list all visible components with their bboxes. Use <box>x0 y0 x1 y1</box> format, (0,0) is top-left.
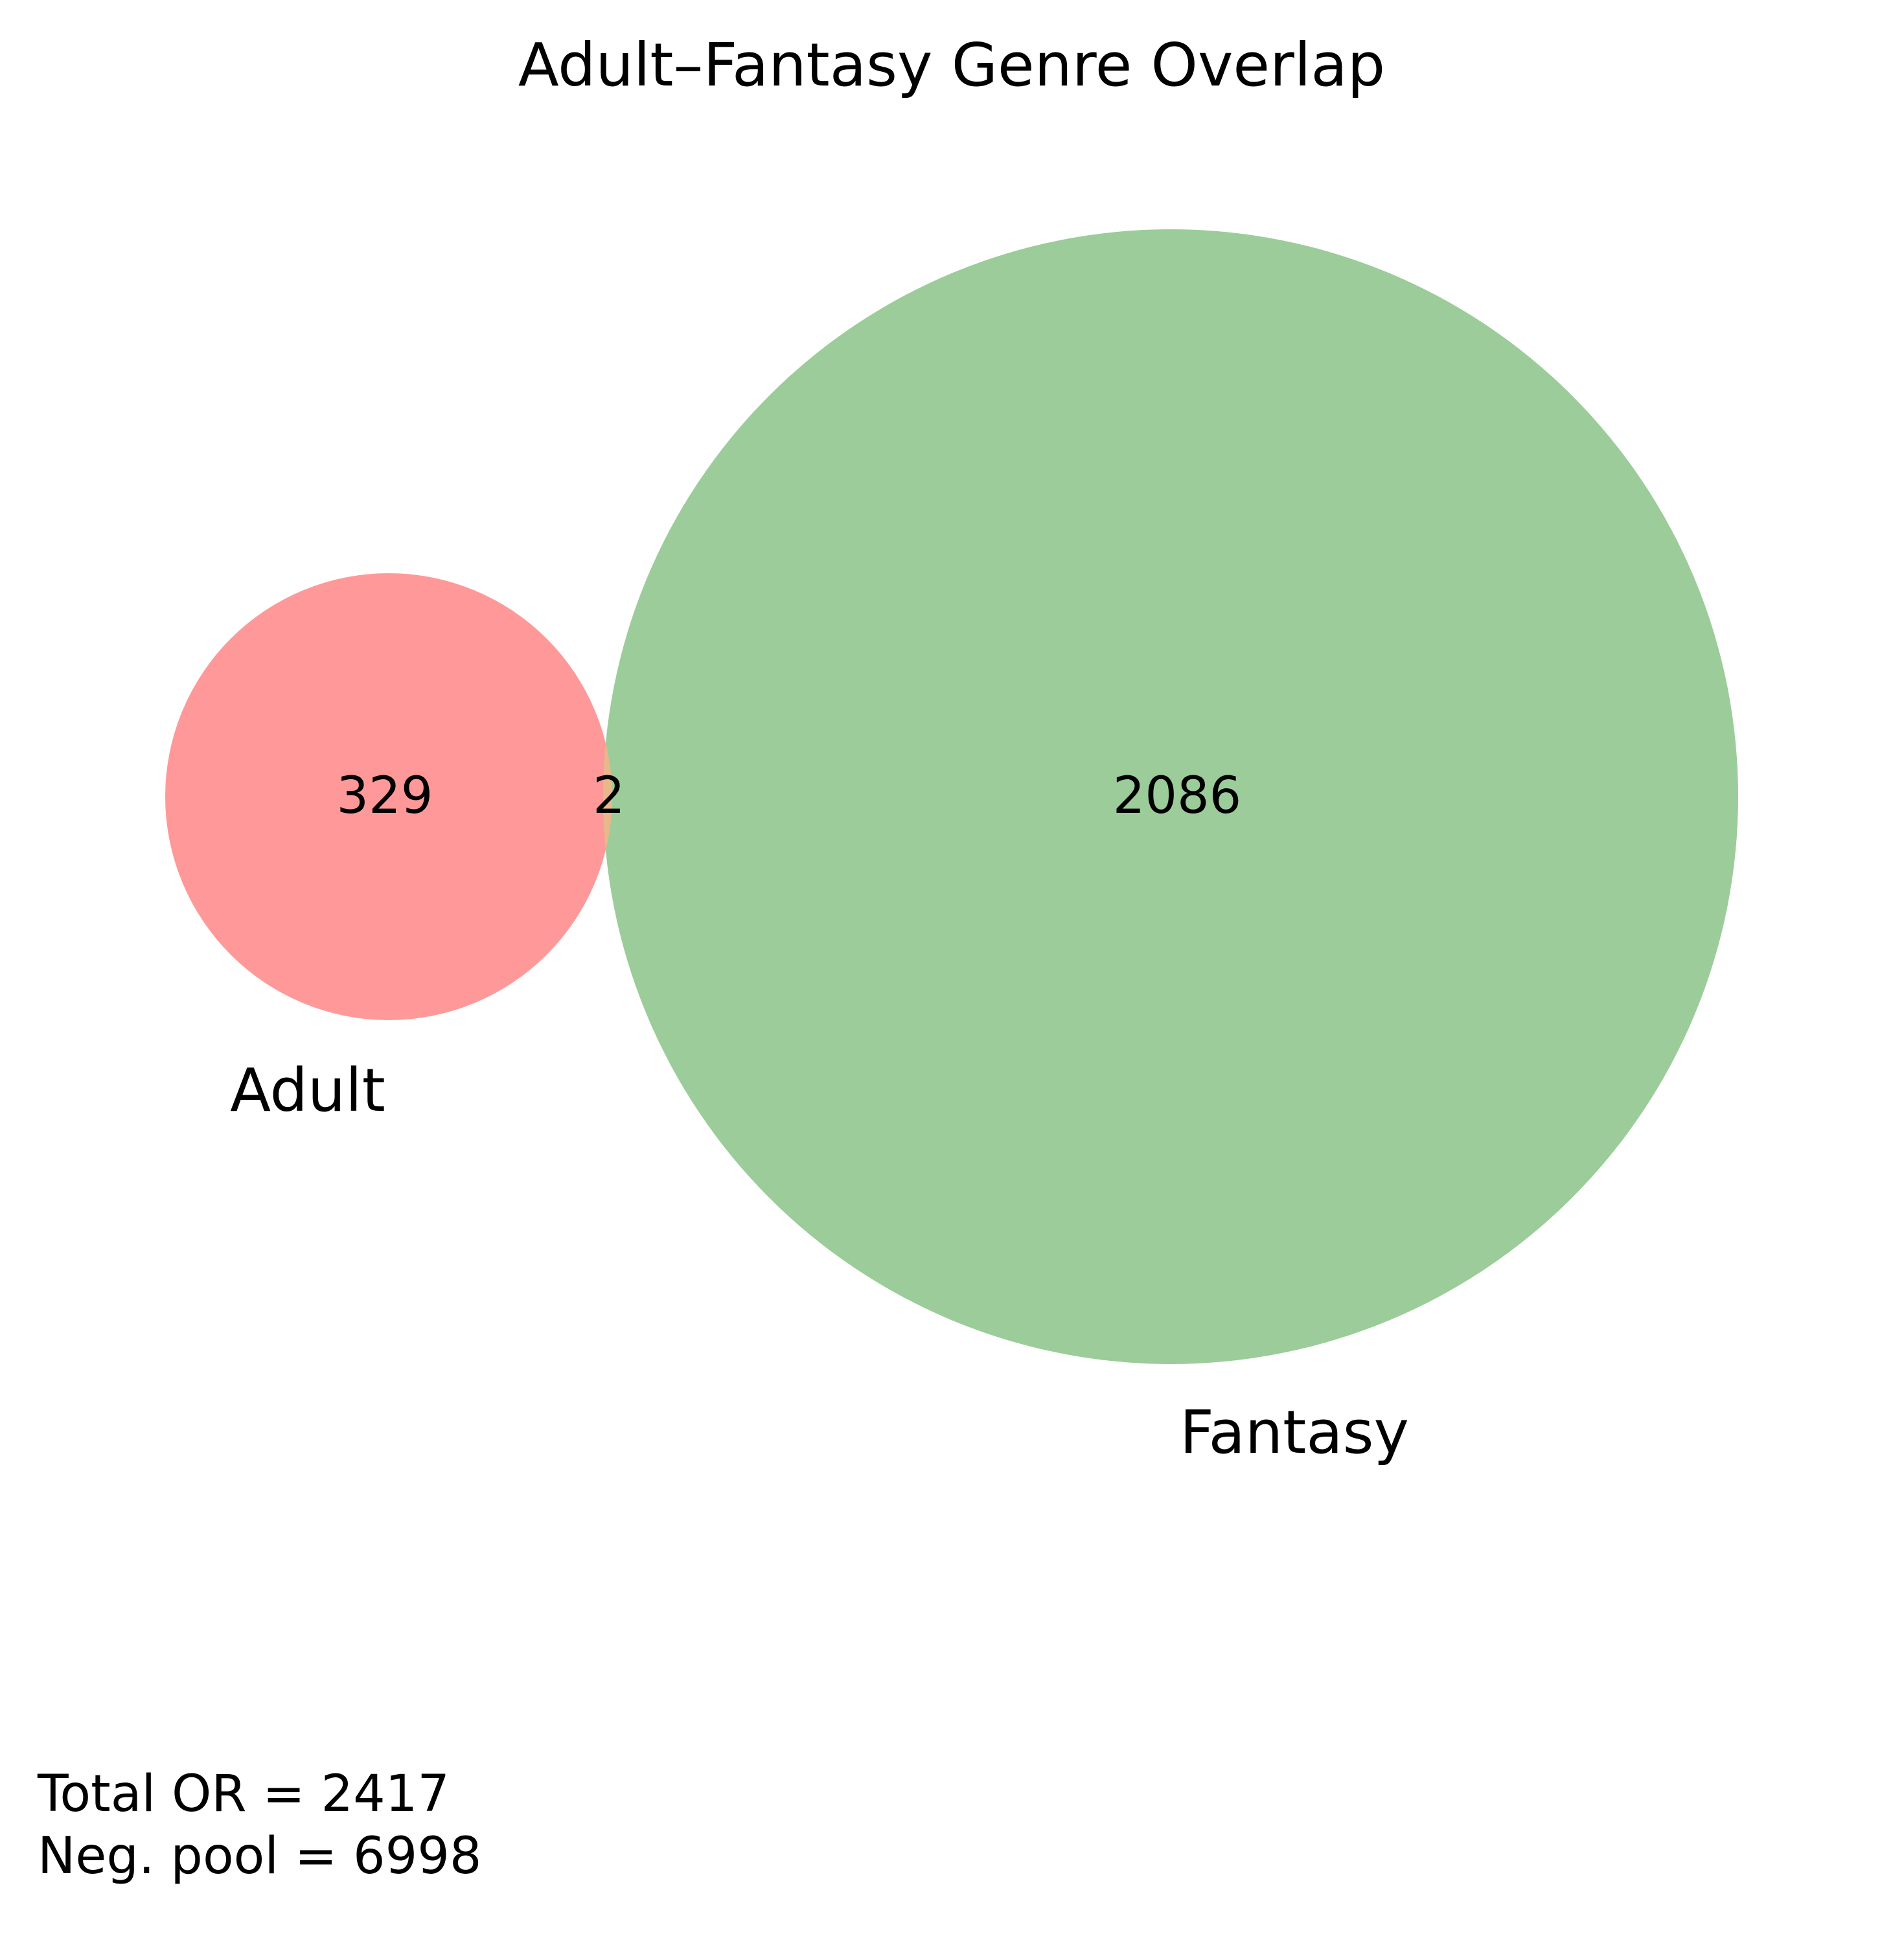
adult-set-circle <box>165 573 612 1020</box>
total-or-text: Total OR = 2417 <box>38 1765 450 1823</box>
adult-set-label: Adult <box>230 1056 385 1125</box>
fantasy-set-label: Fantasy <box>1180 1398 1409 1467</box>
intersection-count: 2 <box>593 767 625 825</box>
fantasy-only-count: 2086 <box>1113 767 1242 825</box>
adult-only-count: 329 <box>337 767 433 825</box>
neg-pool-text: Neg. pool = 6998 <box>38 1827 482 1885</box>
diagram-title: Adult–Fantasy Genre Overlap <box>518 30 1385 100</box>
summary-footer: Total OR = 2417 Neg. pool = 6998 <box>38 1763 482 1887</box>
fantasy-set-circle <box>603 229 1738 1364</box>
